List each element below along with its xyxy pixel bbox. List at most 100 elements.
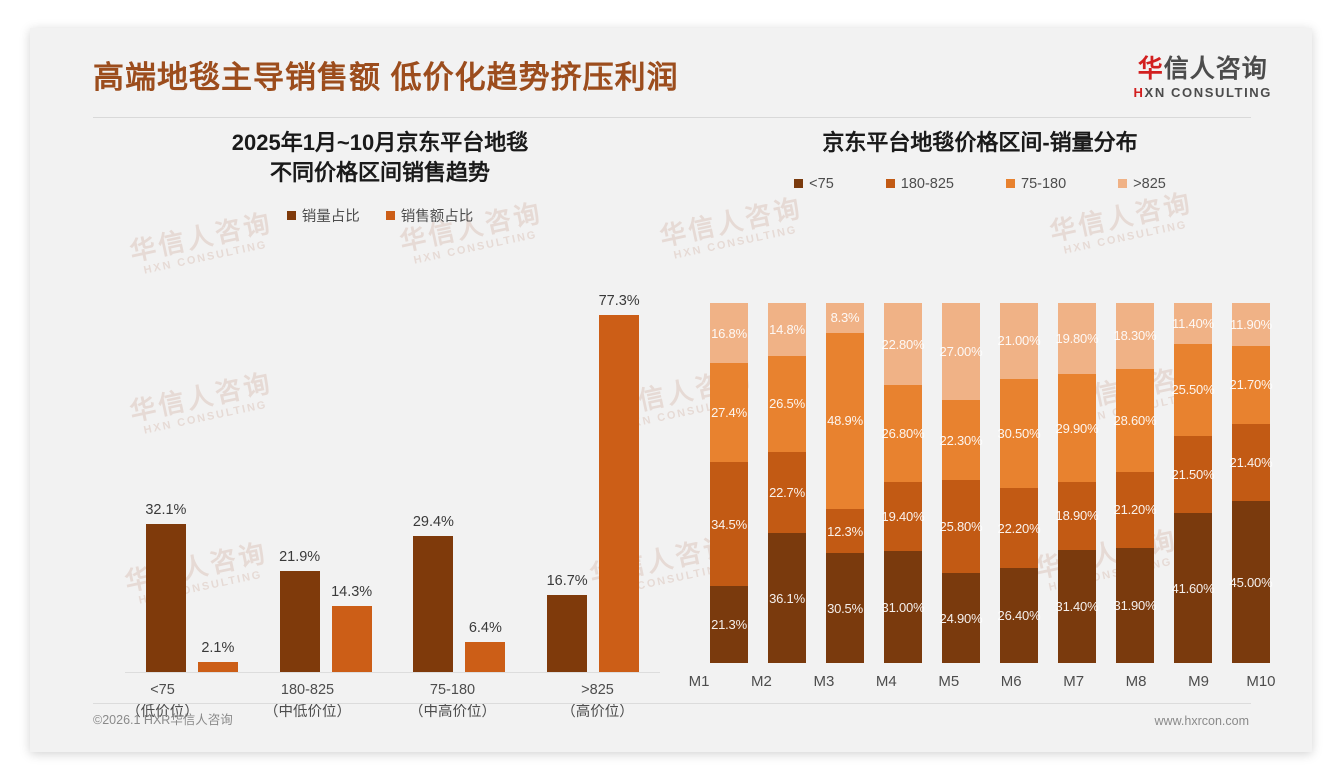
footer-divider <box>93 703 1251 704</box>
stacked-bar-segment[interactable]: 18.90% <box>1055 481 1099 550</box>
bar[interactable] <box>197 662 238 672</box>
stacked-segment-label: 22.20% <box>997 520 1041 536</box>
bar-group: 21.9% 14.3% <box>266 303 386 672</box>
stacked-bar-segment[interactable]: 19.80% <box>1056 303 1099 375</box>
bar-column[interactable]: 32.1% <box>145 303 186 672</box>
bar[interactable] <box>331 606 372 672</box>
right-chart-panel: 京东平台地毯价格区间-销量分布 <75 180-825 75-180 >825 16.… <box>680 128 1280 708</box>
bar-column[interactable]: 77.3% <box>599 293 640 672</box>
stacked-segment-label: 8.3% <box>830 310 860 326</box>
stacked-bar-segment[interactable]: 31.90% <box>1114 548 1157 663</box>
stacked-bar-column[interactable]: 11.40% 25.50% 21.50% 41.60% <box>1171 303 1215 664</box>
stacked-bar-segment[interactable]: 21.70% <box>1230 345 1273 424</box>
stacked-bar-segment[interactable]: 34.5% <box>710 462 748 587</box>
stacked-bar-segment[interactable]: 21.3% <box>710 586 748 664</box>
stacked-segment-label: 36.1% <box>769 590 805 606</box>
bar-value-label: 14.3% <box>331 584 373 601</box>
bar-column[interactable]: 29.4% <box>413 303 454 672</box>
stacked-bar-segment[interactable]: 26.80% <box>882 385 925 482</box>
bar[interactable] <box>547 594 588 672</box>
x-axis-tick-label: M2 <box>751 673 772 690</box>
bar-column[interactable]: 16.7% <box>547 303 588 672</box>
logo-hua-char: 华 <box>1137 55 1164 83</box>
bar[interactable] <box>145 523 186 672</box>
bar[interactable] <box>465 642 506 672</box>
stacked-segment-label: 30.5% <box>827 600 863 616</box>
x-axis-tick-label: M3 <box>813 673 835 690</box>
bar[interactable] <box>279 571 320 672</box>
stacked-bar-segment[interactable]: 45.00% <box>1230 501 1273 664</box>
stacked-bar-segment[interactable]: 16.8% <box>710 303 748 364</box>
stacked-bar-segment[interactable]: 27.4% <box>710 363 748 463</box>
stacked-bar-column[interactable]: 19.80% 29.90% 18.90% 31.40% <box>1055 303 1099 664</box>
stacked-bar-segment[interactable]: 21.40% <box>1230 423 1273 502</box>
legend-item[interactable]: <75 <box>794 176 834 192</box>
stacked-segment-label: 25.50% <box>1171 382 1215 398</box>
stacked-bar-segment[interactable]: 36.1% <box>768 533 806 664</box>
stacked-bar-column[interactable]: 21.00% 30.50% 22.20% 26.40% <box>997 303 1041 663</box>
stacked-segment-label: 18.90% <box>1055 508 1099 524</box>
stacked-bar-segment[interactable]: 19.40% <box>882 481 925 552</box>
bar-column[interactable]: 21.9% <box>279 303 320 672</box>
bar-column[interactable]: 6.4% <box>465 303 506 672</box>
stacked-bar-column[interactable]: 22.80% 26.80% 19.40% 31.00% <box>881 303 925 663</box>
stacked-bar-column[interactable]: 27.00% 22.30% 25.80% 24.90% <box>939 303 983 663</box>
x-axis-tick-label: M4 <box>875 673 897 690</box>
stacked-bar-segment[interactable]: 21.00% <box>998 303 1041 379</box>
stacked-bar-segment[interactable]: 22.30% <box>940 400 983 481</box>
stacked-segment-label: 41.60% <box>1171 580 1215 596</box>
stacked-bar-segment[interactable]: 29.90% <box>1056 374 1099 482</box>
stacked-bar-segment[interactable]: 30.50% <box>998 378 1041 489</box>
left-chart-panel: 2025年1月~10月京东平台地毯 不同价格区间销售趋势 销量占比 销售额占比 3… <box>90 128 670 720</box>
stacked-bar-segment[interactable]: 26.5% <box>768 356 806 452</box>
stacked-bar-segment[interactable]: 12.3% <box>826 508 864 554</box>
stacked-bar-segment[interactable]: 31.40% <box>1056 549 1099 664</box>
legend-item[interactable]: >825 <box>1118 176 1166 192</box>
bar[interactable] <box>599 315 640 672</box>
stacked-bar-segment[interactable]: 14.8% <box>768 303 806 357</box>
stacked-bar-segment[interactable]: 22.80% <box>882 303 925 386</box>
stacked-bar-segment[interactable]: 25.80% <box>939 480 983 574</box>
stacked-bar-segment[interactable]: 25.50% <box>1171 344 1215 436</box>
bar-column[interactable]: 2.1% <box>197 303 238 672</box>
stacked-bar-column[interactable]: 8.3% 48.9% 12.3% 30.5% <box>826 303 864 663</box>
stacked-bar-segment[interactable]: 31.00% <box>881 551 925 663</box>
x-axis-tick-label: 75-180 （中高价位） <box>393 680 513 724</box>
legend-item[interactable]: 销量占比 <box>286 205 360 226</box>
bar-column[interactable]: 14.3% <box>331 303 373 672</box>
stacked-bar-column[interactable]: 11.90% 21.70% 21.40% 45.00% <box>1230 303 1273 664</box>
stacked-bar-segment[interactable]: 48.9% <box>826 332 864 509</box>
stacked-bar-segment[interactable]: 27.00% <box>940 303 983 401</box>
legend-swatch-icon <box>1006 179 1015 189</box>
stacked-bar-segment[interactable]: 26.40% <box>998 568 1041 663</box>
stacked-bar-segment[interactable]: 41.60% <box>1171 513 1215 664</box>
stacked-bar-segment[interactable]: 11.90% <box>1230 303 1272 346</box>
legend-item[interactable]: 75-180 <box>1006 176 1066 192</box>
stacked-bar-segment[interactable]: 8.3% <box>826 303 864 333</box>
legend-label: 180-825 <box>900 175 954 192</box>
stacked-bar-column[interactable]: 18.30% 28.60% 21.20% 31.90% <box>1114 303 1157 663</box>
left-chart-title: 2025年1月~10月京东平台地毯 不同价格区间销售趋势 <box>90 128 670 187</box>
stacked-segment-label: 34.5% <box>711 516 747 532</box>
bar[interactable] <box>413 536 454 672</box>
x-axis-tick-label: M7 <box>1063 673 1085 690</box>
stacked-bar-segment[interactable]: 18.30% <box>1114 303 1157 369</box>
stacked-bar-segment[interactable]: 21.20% <box>1114 471 1157 549</box>
stacked-bar-segment[interactable]: 22.7% <box>768 451 806 534</box>
stacked-bar-segment[interactable]: 21.50% <box>1171 435 1215 514</box>
stacked-segment-label: 25.80% <box>939 519 983 535</box>
stacked-bar-segment[interactable]: 24.90% <box>940 573 983 663</box>
stacked-bar-segment[interactable]: 22.20% <box>997 488 1041 569</box>
stacked-bar-segment[interactable]: 28.60% <box>1114 368 1157 472</box>
stacked-bar-column[interactable]: 14.8% 26.5% 22.7% 36.1% <box>768 303 806 664</box>
stacked-segment-label: 21.50% <box>1171 467 1215 483</box>
company-logo: 华信人咨询 HXN CONSULTING <box>1134 56 1272 100</box>
stacked-segment-label: 31.00% <box>881 599 925 615</box>
stacked-bar-segment[interactable]: 30.5% <box>826 553 864 663</box>
legend-item[interactable]: 销售额占比 <box>385 205 473 226</box>
legend-item[interactable]: 180-825 <box>885 175 954 192</box>
stacked-bar-segment[interactable]: 11.40% <box>1172 303 1214 345</box>
stacked-bar-column[interactable]: 16.8% 27.4% 34.5% 21.3% <box>710 303 748 664</box>
right-chart-plot-area: 16.8% 27.4% 34.5% 21.3% 14.8% 26.5% 22.7% 36.1%… <box>710 303 1273 664</box>
footer-copyright: ©2026.1 HXR华信人咨询 <box>93 713 233 727</box>
